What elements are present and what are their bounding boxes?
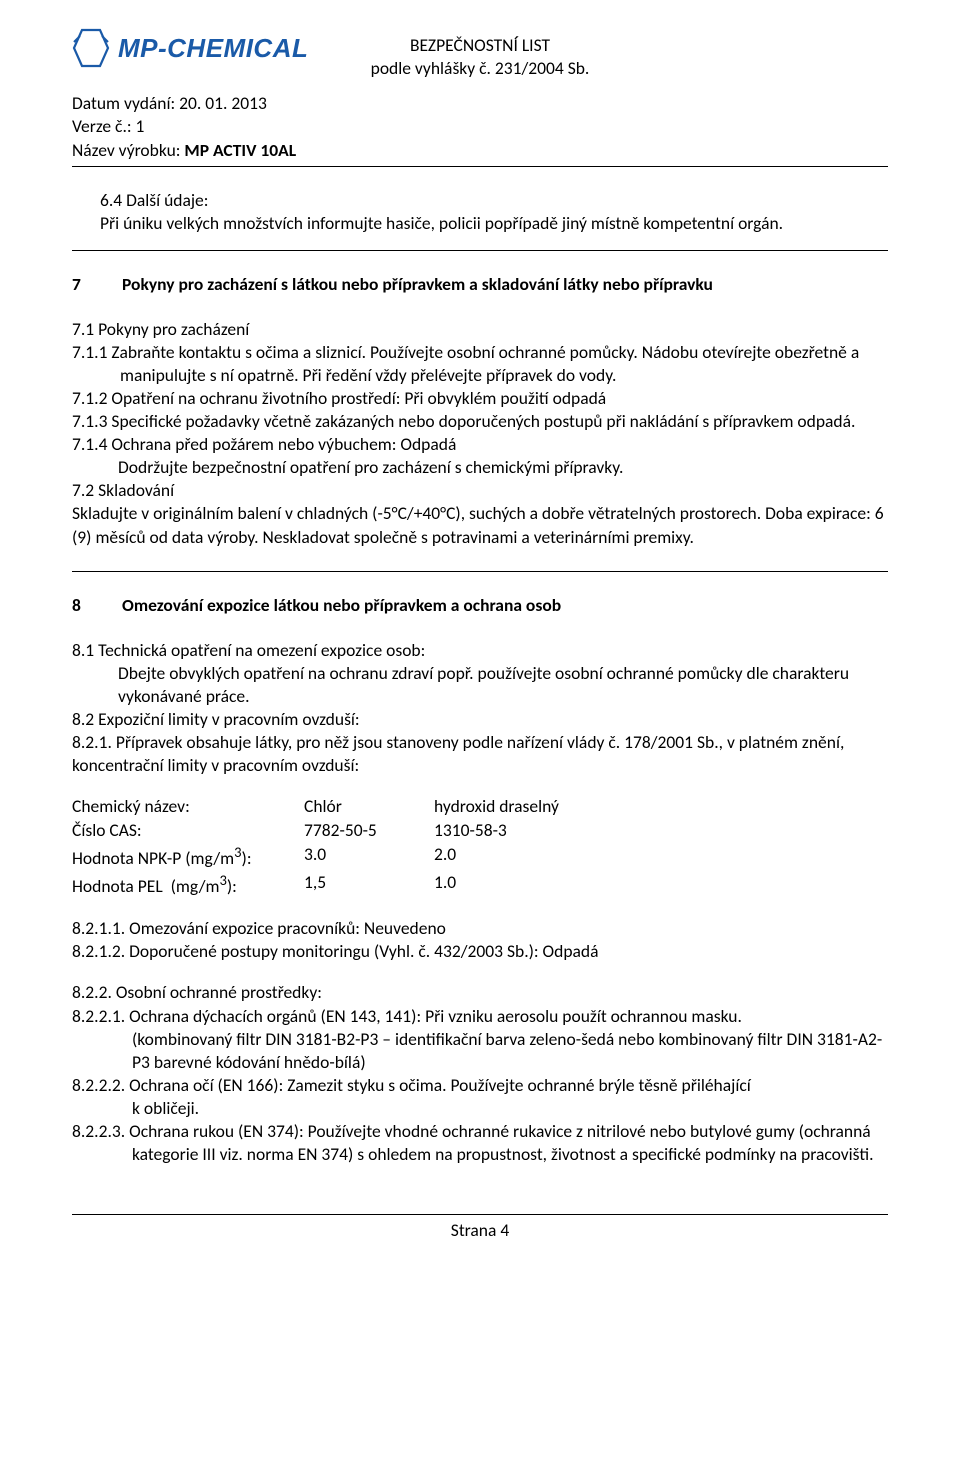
table-row: Chemický název: Chlór hydroxid draselný [72, 795, 614, 819]
sec8-2-2: 8.2.2. Osobní ochranné prostředky: [72, 981, 888, 1004]
section-6-4: 6.4 Další údaje: Při úniku velkých množs… [100, 189, 888, 235]
page-number: Strana 4 [72, 1219, 888, 1241]
section-7-num: 7 [72, 273, 86, 296]
sec8-1-body: Dbejte obvyklých opatření na ochranu zdr… [118, 662, 888, 708]
chem-c3: 2.0 [434, 843, 614, 871]
sec7-2-head: 7.2 Skladování [72, 479, 888, 502]
meta-date-label: Datum vydání: [72, 92, 179, 114]
table-row: Hodnota PEL (mg/m3): 1,5 1.0 [72, 871, 614, 899]
sec8-2-1-2: 8.2.1.2. Doporučené postupy monitoringu … [72, 940, 888, 963]
sec7-1-2: 7.1.2 Opatření na ochranu životního pros… [72, 387, 888, 410]
chem-c3: 1310-58-3 [434, 819, 614, 843]
divider [72, 1214, 888, 1215]
sec7-1-3: 7.1.3 Specifické požadavky včetně zakáza… [72, 410, 888, 433]
meta-date-value: 20. 01. 2013 [179, 92, 267, 114]
sec8-2-2-2a: 8.2.2.2. Ochrana očí (EN 166): Zamezit s… [72, 1074, 888, 1097]
chem-label: Hodnota NPK-P (mg/m3): [72, 843, 304, 871]
sec7-1-4: 7.1.4 Ochrana před požárem nebo výbuchem… [72, 433, 888, 456]
section-8-num: 8 [72, 594, 86, 617]
sec64-body: Při úniku velkých množstvích informujte … [100, 212, 888, 235]
section-7-heading: 7 Pokyny pro zacházení s látkou nebo pří… [72, 273, 888, 296]
meta-product-label: Název výrobku: [72, 139, 184, 161]
table-row: Číslo CAS: 7782-50-5 1310-58-3 [72, 819, 614, 843]
sec8-2-2-2b: k obličeji. [132, 1097, 888, 1120]
section-8-heading: 8 Omezování expozice látkou nebo příprav… [72, 594, 888, 617]
meta-product-value: MP ACTIV 10AL [184, 139, 296, 161]
brand-name: MP-CHEMICAL [118, 33, 308, 64]
chem-c3: hydroxid draselný [434, 795, 614, 819]
sec64-heading: 6.4 Další údaje: [100, 189, 888, 212]
sec8-2-1: 8.2.1. Přípravek obsahuje látky, pro něž… [72, 731, 888, 777]
chem-c2: 1,5 [304, 871, 434, 899]
chem-label: Číslo CAS: [72, 819, 304, 843]
sec7-1-4b: Dodržujte bezpečnostní opatření pro zach… [118, 456, 888, 479]
doc-meta: Datum vydání: 20. 01. 2013 Verze č.: 1 N… [72, 92, 888, 163]
sec8-2-2-1a: 8.2.2.1. Ochrana dýchacích orgánů (EN 14… [72, 1005, 888, 1028]
table-row: Hodnota NPK-P (mg/m3): 3.0 2.0 [72, 843, 614, 871]
sec8-2: 8.2 Expoziční limity v pracovním ovzduší… [72, 708, 888, 731]
sec7-2-body: Skladujte v originálním balení v chladný… [72, 502, 888, 548]
chem-c2: 7782-50-5 [304, 819, 434, 843]
chem-c3: 1.0 [434, 871, 614, 899]
divider [72, 571, 888, 572]
chem-c2: Chlór [304, 795, 434, 819]
hexagon-icon [72, 28, 110, 68]
chemical-limits-table: Chemický název: Chlór hydroxid draselný … [72, 795, 614, 899]
chem-label: Chemický název: [72, 795, 304, 819]
sec8-2-2-1b: (kombinovaný filtr DIN 3181-B2-P3 – iden… [132, 1028, 888, 1074]
sec7-1-1: 7.1.1 Zabraňte kontaktu s očima a slizni… [72, 341, 888, 387]
page-footer: Strana 4 [72, 1214, 888, 1241]
sec8-2-1-1: 8.2.1.1. Omezování expozice pracovníků: … [72, 917, 888, 940]
meta-version-value: 1 [136, 115, 145, 137]
chem-c2: 3.0 [304, 843, 434, 871]
divider [72, 250, 888, 251]
sec8-2-2-3: 8.2.2.3. Ochrana rukou (EN 374): Používe… [72, 1120, 888, 1166]
section-8-title: Omezování expozice látkou nebo přípravke… [122, 594, 561, 617]
sec8-1-head: 8.1 Technická opatření na omezení expozi… [72, 639, 888, 662]
section-7-title: Pokyny pro zacházení s látkou nebo přípr… [122, 273, 713, 296]
meta-version-label: Verze č.: [72, 115, 136, 137]
divider [72, 166, 888, 167]
chem-label: Hodnota PEL (mg/m3): [72, 871, 304, 899]
sec7-1: 7.1 Pokyny pro zacházení [72, 318, 888, 341]
